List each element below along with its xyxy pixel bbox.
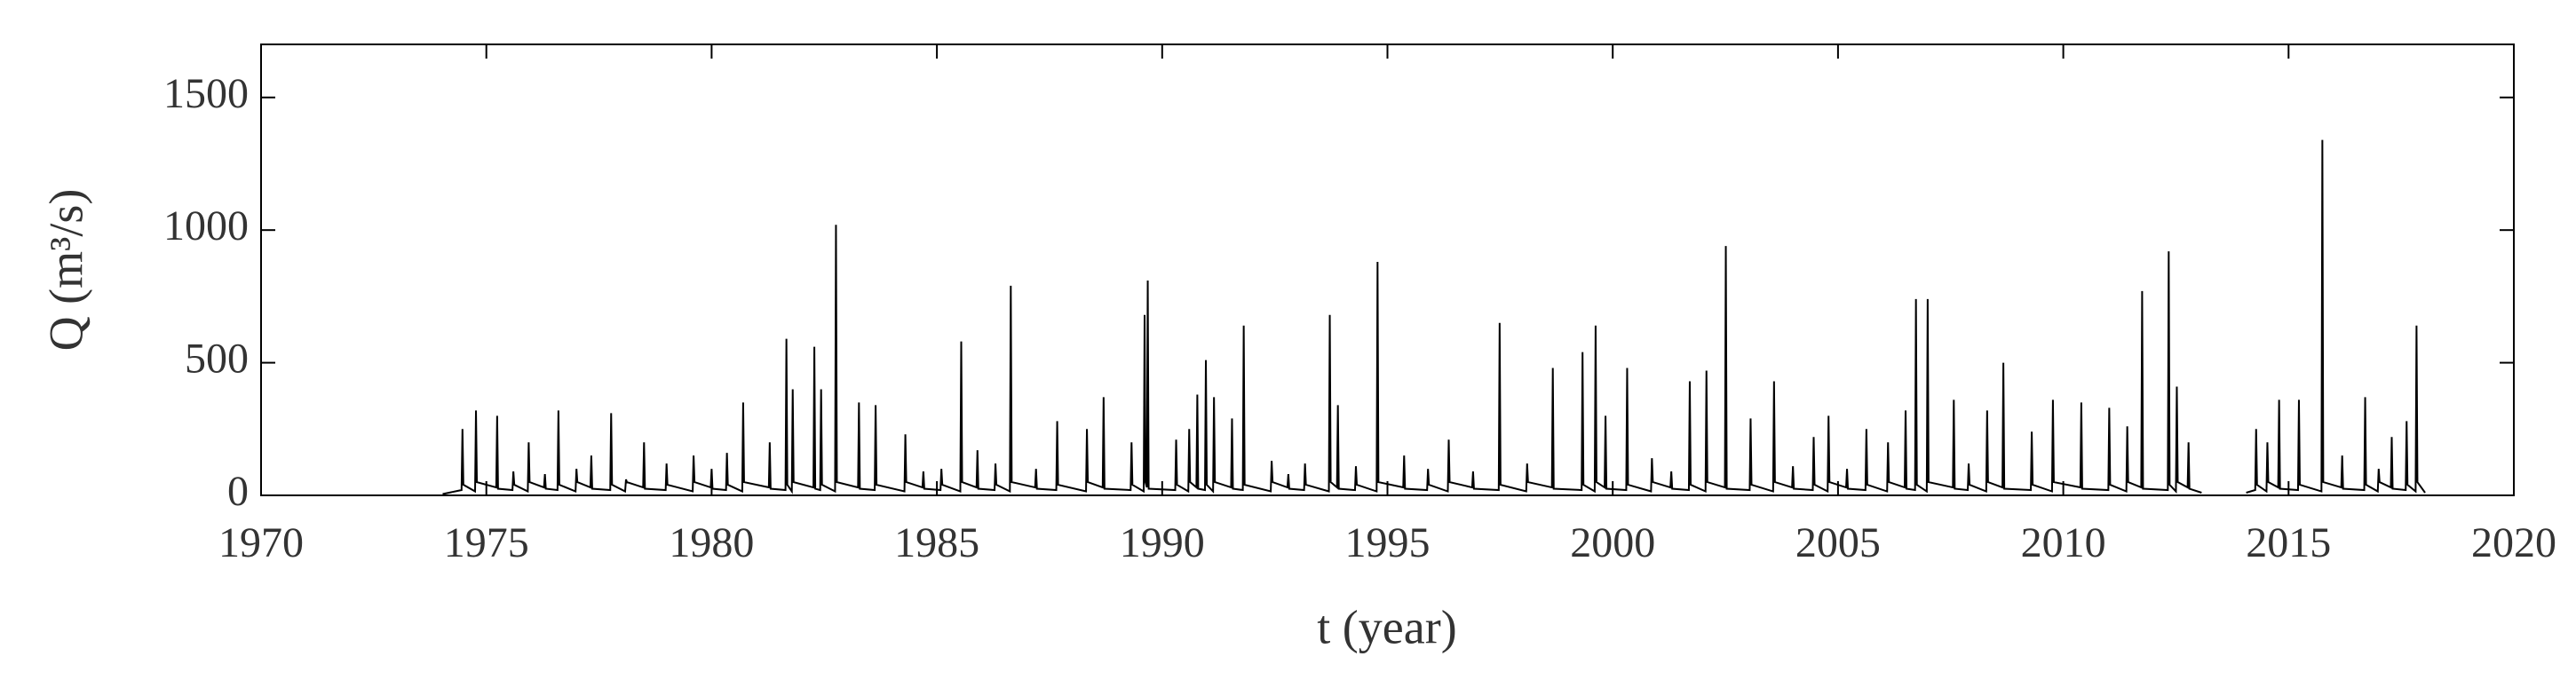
x-tick-label: 1975 [444,519,529,566]
x-tick-label: 1970 [218,519,304,566]
y-tick-label: 1500 [163,70,249,117]
x-tick-label: 2010 [2021,519,2106,566]
y-tick-label: 500 [185,336,249,383]
data-line [442,139,2426,495]
x-tick-label: 2015 [2246,519,2331,566]
x-tick-label: 1985 [894,519,979,566]
x-tick-label: 1995 [1345,519,1431,566]
y-axis-label: Q (m³/s) [39,189,92,352]
y-tick-label: 0 [227,468,249,515]
x-tick-label: 2020 [2471,519,2556,566]
x-tick-label: 1990 [1120,519,1205,566]
x-tick-label: 2000 [1570,519,1655,566]
y-tick-label: 1000 [163,202,249,249]
x-axis-label: t (year) [1317,600,1456,653]
x-tick-label: 2005 [1795,519,1881,566]
x-tick-label: 1980 [669,519,754,566]
